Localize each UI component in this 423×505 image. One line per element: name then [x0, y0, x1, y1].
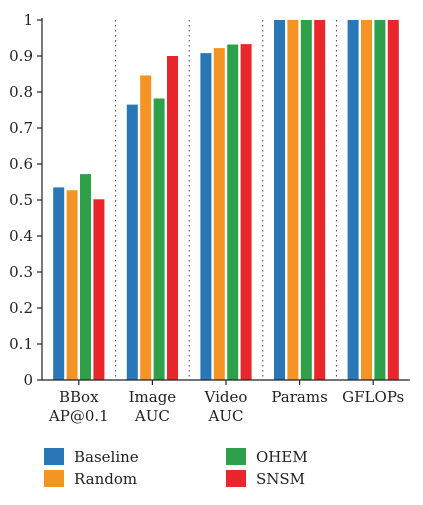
bar-random-4 — [361, 20, 372, 380]
y-tick-label: 0.5 — [9, 191, 33, 209]
bar-baseline-1 — [126, 104, 138, 380]
bar-random-1 — [140, 75, 152, 380]
legend-swatch-random — [44, 470, 64, 487]
x-category-label: Video — [204, 388, 248, 406]
legend-swatch-snsm — [226, 470, 246, 487]
bar-baseline-0 — [53, 187, 65, 380]
x-category-label: AP@0.1 — [48, 407, 109, 425]
y-tick-label: 0.8 — [9, 83, 33, 101]
bar-baseline-2 — [200, 53, 212, 381]
x-category-label: AUC — [208, 407, 244, 425]
bar-baseline-4 — [347, 20, 359, 380]
y-tick-label: 0.9 — [9, 47, 33, 65]
legend-label-ohem: OHEM — [256, 448, 308, 466]
legend: Baseline OHEM Random SNSM — [44, 448, 308, 488]
bar-snsm-4 — [387, 20, 399, 380]
x-category-label: GFLOPs — [342, 388, 404, 406]
y-tick-label: 0.6 — [9, 155, 33, 173]
legend-label-baseline: Baseline — [74, 448, 139, 466]
legend-label-random: Random — [74, 470, 137, 488]
bar-snsm-2 — [240, 44, 252, 381]
legend-swatch-ohem — [226, 448, 246, 465]
legend-swatch-baseline — [44, 448, 64, 465]
x-category-label: Params — [271, 388, 327, 406]
x-category-label: Image — [129, 388, 177, 406]
y-tick-label: 0.7 — [9, 119, 33, 137]
y-tick-label: 0.2 — [9, 299, 33, 317]
bar-baseline-3 — [274, 20, 285, 380]
y-tick-label: 0.4 — [9, 227, 33, 245]
bar-random-3 — [287, 20, 299, 380]
bar-ohem-4 — [374, 20, 386, 380]
bar-snsm-0 — [93, 199, 105, 380]
bar-ohem-2 — [227, 44, 239, 380]
bar-ohem-3 — [300, 20, 312, 380]
bar-snsm-1 — [167, 56, 178, 380]
y-tick-label: 0 — [23, 371, 33, 389]
bar-snsm-3 — [314, 20, 326, 380]
bars — [53, 20, 399, 381]
y-tick-label: 0.3 — [9, 263, 33, 281]
bar-random-2 — [213, 48, 225, 381]
y-axis-ticks: 0 0.1 0.2 0.3 0.4 0.5 0.6 0.7 0.8 0.9 1 — [9, 11, 42, 389]
gridlines — [115, 20, 337, 380]
x-category-label: BBox — [59, 388, 99, 406]
bar-ohem-0 — [80, 174, 91, 380]
y-tick-label: 0.1 — [9, 335, 33, 353]
y-tick-label: 1 — [23, 11, 33, 29]
bar-random-0 — [66, 190, 78, 380]
legend-label-snsm: SNSM — [256, 470, 305, 488]
x-category-label: AUC — [134, 407, 170, 425]
bar-ohem-1 — [153, 98, 165, 380]
